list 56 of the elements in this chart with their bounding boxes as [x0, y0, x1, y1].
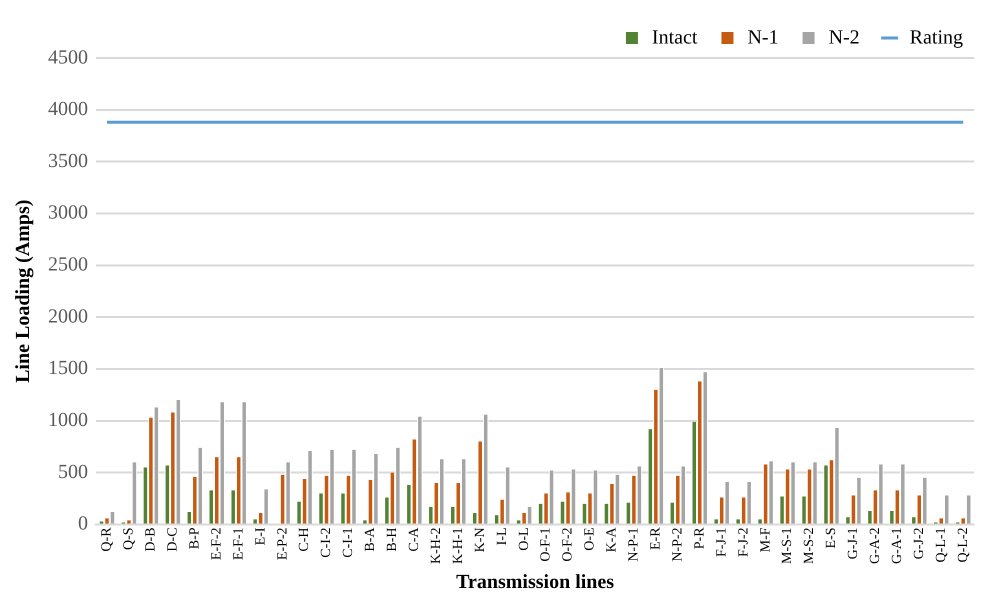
x-tick-label: K-A [604, 526, 620, 552]
y-axis-title: Line Loading (Amps) [12, 200, 34, 383]
x-tick-label: Q-S [122, 527, 137, 550]
x-tick-label: C-H [297, 527, 312, 552]
x-tick-label: O-F-2 [560, 527, 576, 562]
y-tick-label: 1500 [48, 357, 88, 380]
x-tick-label: D-B [144, 527, 159, 552]
x-tick-label: G-A-2 [868, 527, 884, 564]
x-tick-label: N-P-1 [626, 527, 642, 562]
x-tick-label: E-S [824, 527, 840, 548]
x-tick-label: G-A-1 [890, 527, 906, 564]
x-tick-label: G-J-2 [912, 527, 927, 560]
x-tick-label: P-R [692, 526, 708, 550]
y-tick-label: 3500 [48, 150, 88, 172]
x-tick-label: F-J-1 [714, 527, 730, 558]
x-tick-label: B-A [363, 526, 378, 552]
x-tick-label: E-I [253, 527, 268, 546]
x-tick-label: I-L [494, 527, 510, 546]
x-tick-label: M-F [758, 527, 774, 552]
y-tick-label: 2500 [48, 254, 88, 276]
x-axis-title: Transmission lines [456, 571, 614, 594]
x-tick-label: K-N [472, 527, 488, 552]
x-tick-label: M-S-1 [780, 527, 796, 564]
x-tick-label: N-P-2 [670, 527, 686, 562]
y-tick-label: 1000 [48, 409, 88, 432]
x-tick-label: C-I-2 [319, 527, 334, 558]
x-tick-label: E-R [648, 526, 664, 550]
y-tick-label: 500 [58, 460, 88, 483]
y-tick-label: 0 [78, 512, 88, 535]
x-tick-label: O-E [582, 527, 598, 551]
y-tick-label: 4500 [48, 46, 88, 68]
x-tick-label: Q-L-1 [934, 527, 949, 562]
legend-label: Intact [652, 26, 698, 48]
x-tick-label: K-H-2 [428, 527, 444, 564]
x-tick-label: B-H [385, 527, 400, 552]
x-tick-label: G-J-1 [846, 527, 862, 560]
x-tick-label: E-P-2 [275, 527, 290, 560]
x-tick-label: C-I-1 [341, 527, 356, 558]
y-tick-label: 4000 [48, 98, 88, 120]
x-tick-label: K-H-1 [450, 527, 466, 564]
x-tick-label: E-F-2 [209, 527, 224, 560]
x-tick-label: C-A [407, 526, 422, 552]
y-tick-label: 3000 [48, 202, 88, 224]
x-tick-label: E-F-1 [231, 527, 246, 560]
x-tick-label: Q-R [100, 526, 115, 552]
x-tick-label: O-F-1 [538, 527, 554, 562]
x-tick-label: M-S-2 [802, 527, 818, 564]
legend-label: Rating [910, 26, 964, 48]
x-tick-label: F-J-2 [736, 527, 752, 558]
x-tick-label: D-C [166, 527, 181, 552]
y-tick-label: 2000 [48, 305, 88, 328]
x-tick-label: O-L [516, 527, 532, 551]
x-tick-label: B-P [187, 527, 202, 550]
x-tick-label: Q-L-2 [956, 527, 971, 562]
legend-label: N-2 [828, 26, 860, 48]
legend-label: N-1 [747, 26, 779, 48]
